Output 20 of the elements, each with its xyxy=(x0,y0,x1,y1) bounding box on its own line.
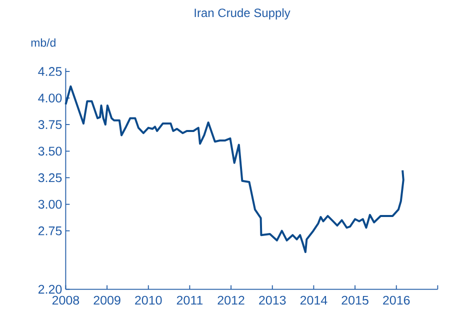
x-tick-label: 2012 xyxy=(218,296,244,305)
x-tick-label: 2010 xyxy=(135,296,162,305)
x-tick-label: 2013 xyxy=(259,296,286,305)
y-tick-label: 3.00 xyxy=(38,200,62,209)
y-tick-label: 2.75 xyxy=(38,226,62,236)
y-tick-label: 3.50 xyxy=(38,146,62,156)
x-tick-label: 2014 xyxy=(300,296,328,305)
y-tick-label: 3.75 xyxy=(38,120,62,130)
y-tick-label: 4.25 xyxy=(38,67,62,76)
y-axis-title: mb/d xyxy=(31,38,56,47)
x-tick-label: 2009 xyxy=(94,296,120,305)
line-series xyxy=(64,85,404,254)
x-tick-label: 2008 xyxy=(52,296,80,305)
y-tick-label: 3.25 xyxy=(38,173,62,182)
x-tick-label: 2015 xyxy=(342,296,368,305)
x-tick-label: 2016 xyxy=(383,296,410,305)
y-tick-label: 2.20 xyxy=(38,284,62,294)
x-tick-label: 2011 xyxy=(176,296,203,305)
y-tick-label: 4.00 xyxy=(38,94,62,102)
chart-title: Iran Crude Supply xyxy=(194,8,290,20)
